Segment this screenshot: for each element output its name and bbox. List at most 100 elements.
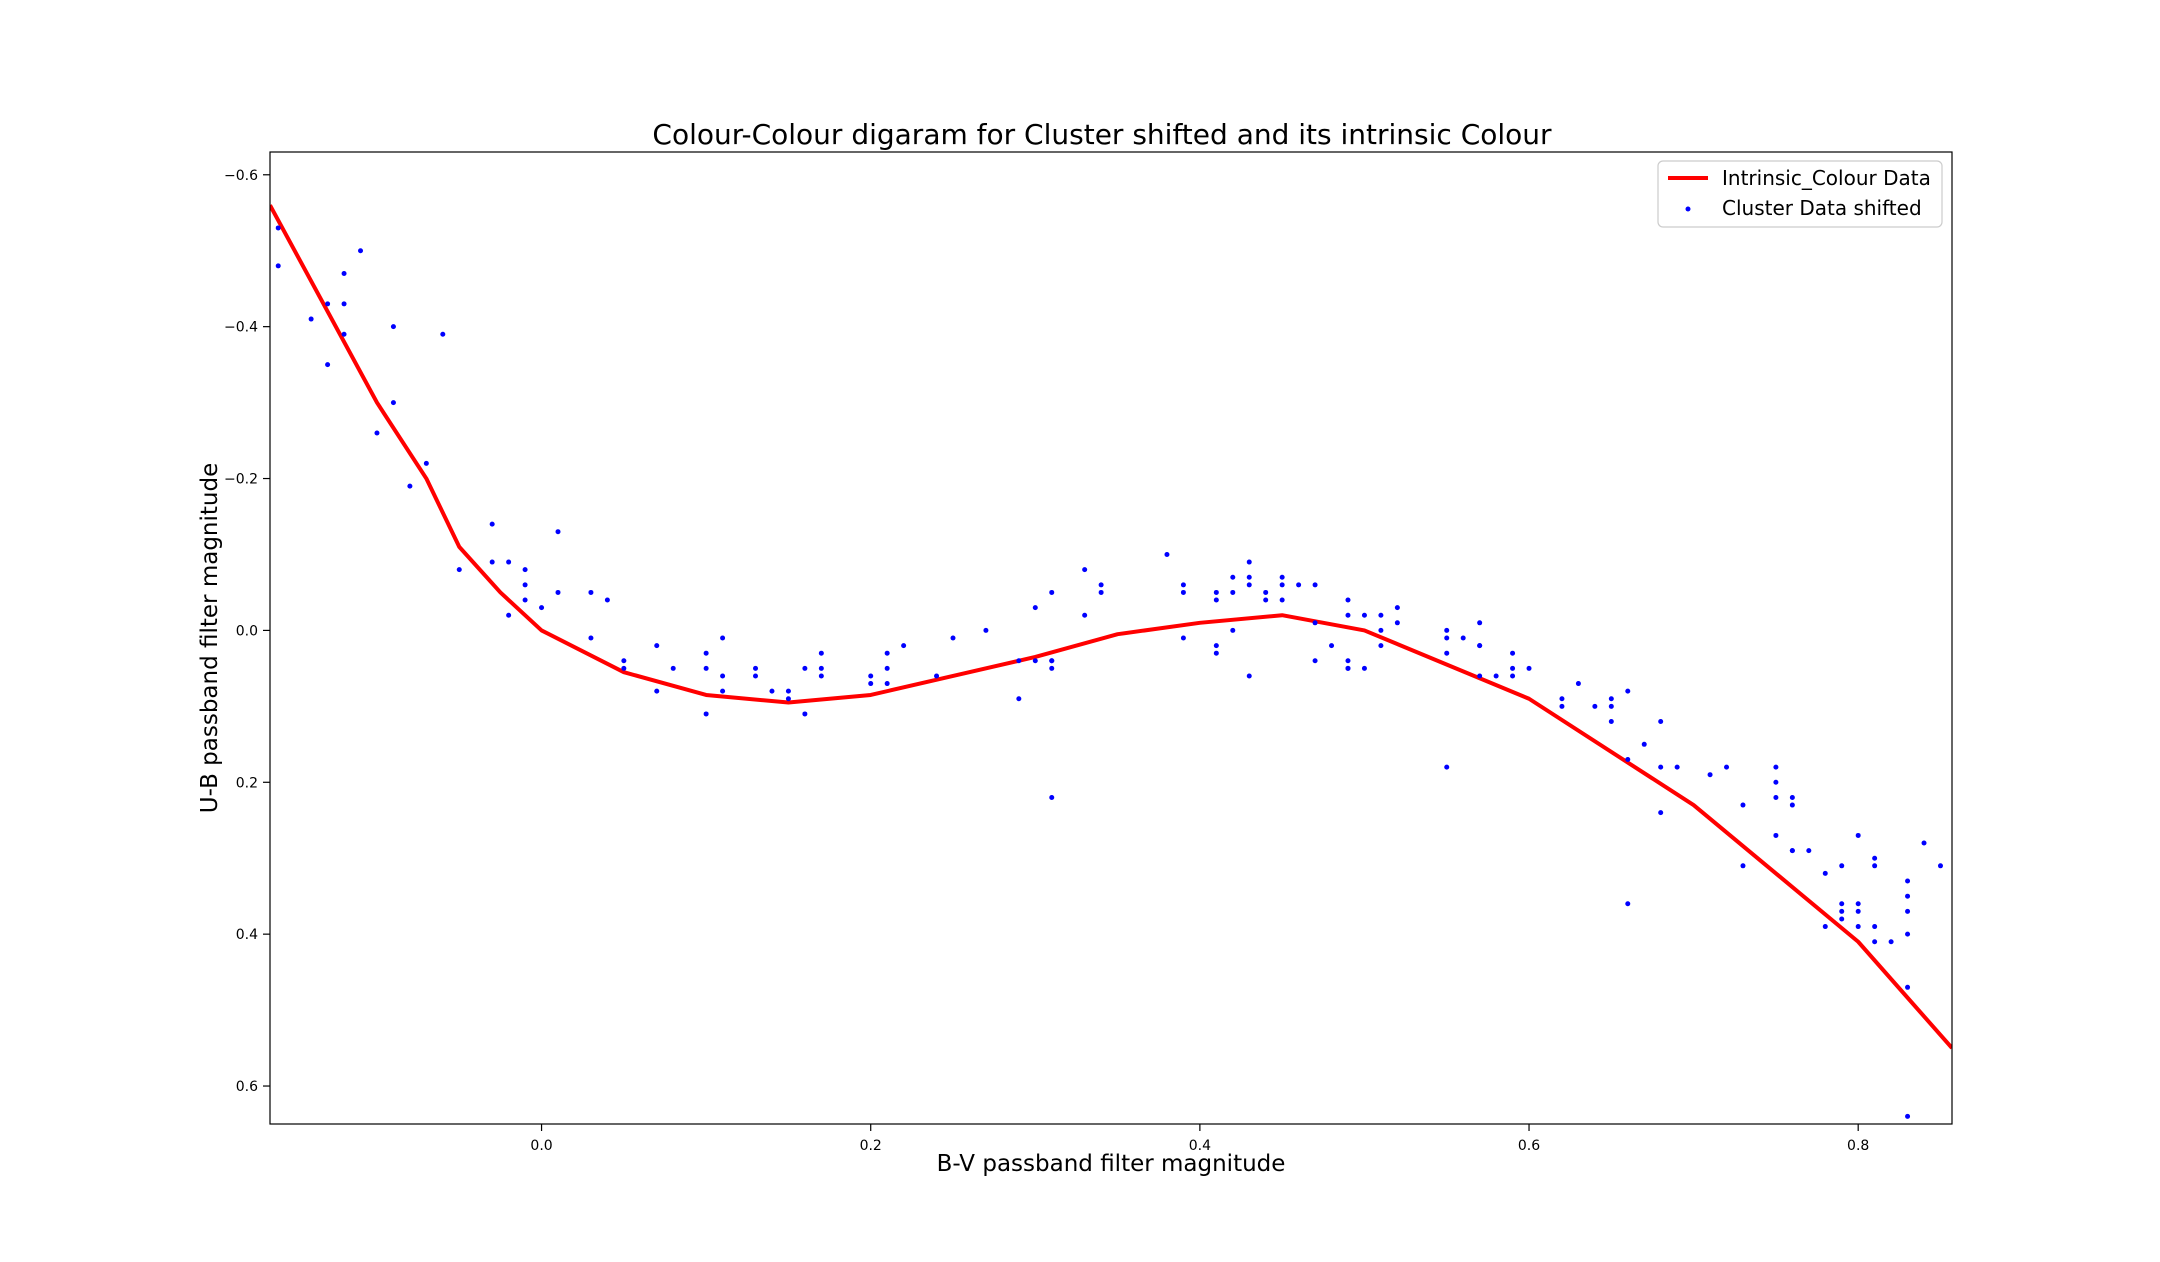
cluster-data-point: [1279, 597, 1285, 603]
cluster-data-point: [604, 597, 610, 603]
cluster-data-point: [1213, 597, 1219, 603]
cluster-data-point: [1839, 863, 1845, 869]
cluster-data-point: [901, 643, 907, 649]
cluster-data-point: [1032, 658, 1038, 664]
cluster-data-point: [818, 673, 824, 679]
y-tick-label: −0.2: [224, 472, 258, 488]
cluster-data-point: [1937, 863, 1943, 869]
cluster-data-point: [1098, 589, 1104, 595]
cluster-data-point: [1872, 855, 1878, 861]
y-tick-label: 0.4: [236, 927, 258, 943]
cluster-data-point: [1724, 764, 1730, 770]
x-tick-label: 0.6: [1518, 1138, 1540, 1154]
cluster-data-point: [884, 650, 890, 656]
cluster-data-point: [1312, 620, 1318, 626]
cluster-data-point: [1246, 574, 1252, 580]
plot-area: [269, 151, 1953, 1125]
cluster-data-point: [1872, 863, 1878, 869]
cluster-data-point: [1575, 681, 1581, 687]
y-tick-label: −0.4: [224, 320, 258, 336]
cluster-data-point: [884, 665, 890, 671]
cluster-data-point: [1559, 696, 1565, 702]
cluster-data-point: [720, 688, 726, 694]
cluster-data-point: [1444, 764, 1450, 770]
cluster-data-point: [1905, 984, 1911, 990]
cluster-data-point: [1773, 764, 1779, 770]
cluster-data-point: [1394, 605, 1400, 611]
cluster-data-point: [1855, 908, 1861, 914]
cluster-data-point: [1279, 574, 1285, 580]
cluster-data-point: [390, 324, 396, 330]
y-tick-label: 0.0: [236, 623, 258, 639]
cluster-data-point: [1213, 650, 1219, 656]
cluster-data-point: [555, 589, 561, 595]
cluster-data-point: [1905, 1113, 1911, 1119]
cluster-data-point: [1789, 802, 1795, 808]
cluster-data-point: [1444, 650, 1450, 656]
legend-label-intrinsic: Intrinsic_Colour Data: [1722, 166, 1931, 190]
cluster-data-point: [1230, 574, 1236, 580]
legend-box: [1657, 160, 1943, 228]
cluster-data-point: [1082, 567, 1088, 573]
cluster-data-point: [341, 301, 347, 307]
cluster-data-point: [654, 688, 660, 694]
cluster-data-point: [1378, 627, 1384, 633]
cluster-data-point: [1394, 620, 1400, 626]
cluster-data-point: [539, 605, 545, 611]
cluster-data-point: [1263, 589, 1269, 595]
x-axis-label: B-V passband filter magnitude: [937, 1151, 1286, 1177]
cluster-data-point: [1312, 658, 1318, 664]
cluster-data-point: [423, 460, 429, 466]
cluster-data-point: [1773, 832, 1779, 838]
cluster-data-point: [1822, 870, 1828, 876]
cluster-data-point: [1213, 589, 1219, 595]
cluster-data-point: [1839, 916, 1845, 922]
cluster-data-point: [703, 711, 709, 717]
y-tick-label: 0.2: [236, 775, 258, 791]
cluster-data-point: [621, 658, 627, 664]
cluster-data-point: [1888, 939, 1894, 945]
cluster-data-point: [1608, 719, 1614, 725]
cluster-data-point: [1098, 582, 1104, 588]
cluster-data-point: [1049, 794, 1055, 800]
cluster-data-point: [1296, 582, 1302, 588]
cluster-data-point: [1345, 665, 1351, 671]
cluster-data-point: [1510, 650, 1516, 656]
cluster-data-point: [522, 582, 528, 588]
cluster-data-point: [1312, 582, 1318, 588]
cluster-data-point: [1608, 696, 1614, 702]
cluster-data-point: [1625, 757, 1631, 762]
cluster-data-point: [1378, 612, 1384, 618]
y-axis-label: U-B passband filter magnitude: [197, 463, 223, 813]
cluster-data-point: [868, 673, 874, 679]
cluster-data-point: [588, 635, 594, 641]
cluster-data-point: [308, 316, 314, 322]
cluster-data-point: [1361, 612, 1367, 618]
cluster-data-point: [1329, 643, 1335, 649]
plot-frame: [269, 151, 1953, 1125]
cluster-data-point: [818, 665, 824, 671]
cluster-data-point: [275, 225, 281, 231]
cluster-data-point: [1049, 589, 1055, 595]
cluster-data-point: [506, 612, 512, 618]
cluster-data-point: [884, 681, 890, 687]
cluster-data-point: [1510, 665, 1516, 671]
cluster-data-point: [1806, 848, 1812, 854]
cluster-data-point: [1444, 627, 1450, 633]
cluster-data-point: [1477, 643, 1483, 649]
cluster-data-point: [1016, 696, 1022, 702]
x-tick-label: 0.8: [1847, 1138, 1869, 1154]
cluster-data-point: [802, 711, 808, 717]
cluster-data-point: [670, 665, 676, 671]
cluster-data-point: [1625, 901, 1631, 907]
cluster-data-point: [341, 271, 347, 276]
cluster-data-point: [1049, 665, 1055, 671]
legend-dot-marker: [1685, 206, 1691, 212]
cluster-data-point: [1740, 863, 1746, 869]
cluster-data-point: [1230, 627, 1236, 633]
cluster-data-point: [1180, 635, 1186, 641]
cluster-data-point: [1345, 612, 1351, 618]
cluster-data-point: [1082, 612, 1088, 618]
cluster-data-point: [950, 635, 956, 641]
cluster-data-point: [1444, 635, 1450, 641]
